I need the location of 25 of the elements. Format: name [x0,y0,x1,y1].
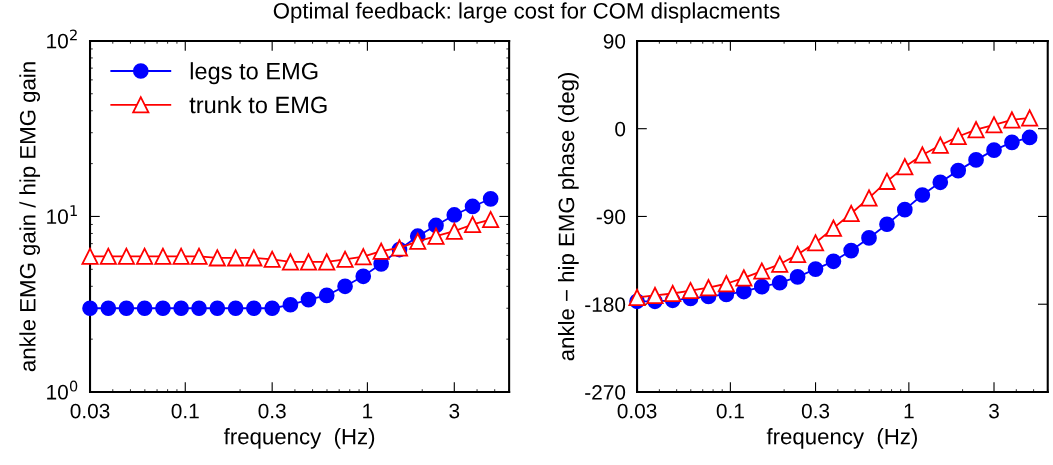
legend-label: legs to EMG [190,62,318,85]
x-tick-label: 0.1 [171,403,199,419]
y-tick-label: 10$^{2}$ [47,29,77,49]
x-tick-label: 0.03 [617,403,657,419]
x-tick-label: 0.3 [801,403,830,419]
y-tick-label: 10$^{1}$ [47,205,77,225]
x-tick-label: 0.03 [70,403,110,419]
x-axis-title: frequency (Hz) [766,428,917,449]
x-tick-label: 1 [904,403,914,419]
legend-label: trunk to EMG [189,95,327,114]
y-tick-label: 10$^{0}$ [47,380,78,400]
y-tick-label: -180 [585,297,626,312]
y-tick-label: 0 [615,121,626,137]
chart-title: Optimal feedback: large cost for COM displacments [273,2,780,24]
x-tick-label: 0.3 [258,403,286,419]
y-axis-title: ankle − hip EMG phase (deg) [557,72,579,361]
x-tick-label: 0.1 [716,403,744,419]
x-axis-title: frequency (Hz) [223,428,375,449]
y-tick-label: 90 [603,33,626,49]
y-tick-label: -90 [596,209,626,225]
y-tick-label: -270 [585,385,626,400]
x-tick-label: 3 [449,403,460,419]
y-axis-title: ankle EMG gain / hip EMG gain [19,62,41,372]
x-tick-label: 1 [363,403,373,419]
x-tick-label: 3 [989,403,999,419]
